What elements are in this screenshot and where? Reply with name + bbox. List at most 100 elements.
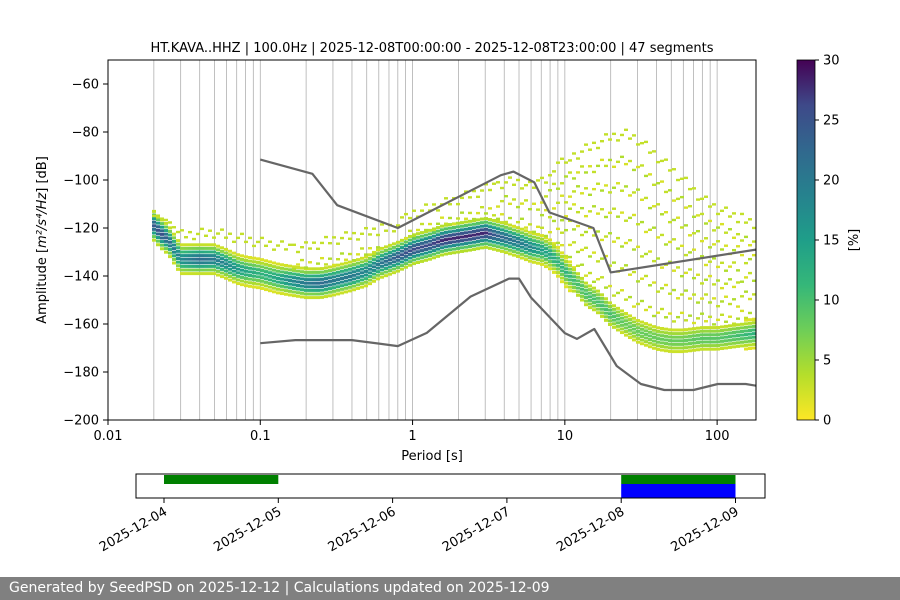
heatmap-cell bbox=[240, 232, 244, 236]
heatmap-cell bbox=[556, 271, 560, 275]
heatmap-cell bbox=[436, 226, 440, 230]
heatmap-cell bbox=[736, 281, 740, 284]
heatmap-cell bbox=[708, 219, 712, 223]
heatmap-cell bbox=[672, 332, 676, 336]
heatmap-cell bbox=[436, 247, 440, 251]
figure: HT.KAVA..HHZ | 100.0Hz | 2025-12-08T00:0… bbox=[35, 41, 862, 555]
y-tick-label: −60 bbox=[72, 78, 99, 93]
heatmap-cell bbox=[592, 286, 596, 290]
colorbar-tick-label: 0 bbox=[823, 414, 831, 429]
heatmap-cell bbox=[448, 237, 452, 241]
heatmap-cell bbox=[740, 295, 744, 298]
heatmap-cell bbox=[304, 270, 308, 274]
timeline-blue-segment bbox=[621, 484, 736, 498]
footer-text: Generated by SeedPSD on 2025-12-12 | Cal… bbox=[9, 580, 550, 596]
heatmap-cell bbox=[648, 334, 652, 338]
heatmap-cell bbox=[204, 268, 208, 272]
heatmap-cell bbox=[692, 337, 696, 341]
heatmap-cell bbox=[564, 175, 568, 178]
heatmap-cell bbox=[248, 284, 252, 288]
heatmap-cell bbox=[584, 214, 588, 218]
heatmap-cell bbox=[476, 239, 480, 243]
heatmap-cell bbox=[568, 264, 572, 268]
heatmap-cell bbox=[740, 337, 744, 341]
heatmap-cell bbox=[420, 238, 424, 242]
heatmap-cell bbox=[752, 321, 756, 325]
heatmap-cell bbox=[300, 270, 304, 274]
heatmap-cell bbox=[340, 266, 344, 270]
heatmap-cell bbox=[268, 278, 272, 282]
heatmap-cell bbox=[748, 311, 752, 315]
heatmap-cell bbox=[588, 291, 592, 295]
heatmap-cell bbox=[264, 270, 268, 274]
heatmap-cell bbox=[704, 195, 708, 198]
heatmap-cell bbox=[376, 252, 380, 256]
heatmap-cell bbox=[580, 263, 584, 266]
heatmap-cell bbox=[612, 261, 616, 264]
heatmap-cell bbox=[732, 285, 736, 289]
heatmap-cell bbox=[236, 264, 240, 268]
heatmap-cell bbox=[412, 251, 416, 255]
heatmap-cell bbox=[388, 265, 392, 269]
heatmap-cell bbox=[732, 341, 736, 345]
heatmap-cell bbox=[260, 268, 264, 272]
heatmap-cell bbox=[720, 286, 724, 290]
heatmap-cell bbox=[288, 275, 292, 279]
heatmap-cell bbox=[272, 279, 276, 283]
heatmap-cell bbox=[460, 231, 464, 235]
heatmap-cell bbox=[504, 243, 508, 247]
heatmap-cell bbox=[360, 274, 364, 278]
heatmap-cell bbox=[628, 314, 632, 318]
heatmap-cell bbox=[656, 333, 660, 337]
heatmap-cell bbox=[180, 272, 184, 276]
heatmap-cell bbox=[328, 272, 332, 276]
heatmap-cell bbox=[400, 253, 404, 257]
heatmap-cell bbox=[236, 260, 240, 264]
heatmap-cell bbox=[608, 319, 612, 323]
heatmap-cell bbox=[500, 221, 504, 225]
heatmap-cell bbox=[412, 254, 416, 258]
heatmap-cell bbox=[532, 260, 536, 264]
heatmap-cell bbox=[548, 189, 552, 192]
heatmap-cell bbox=[712, 243, 716, 246]
heatmap-cell bbox=[460, 221, 464, 225]
heatmap-cell bbox=[544, 261, 548, 265]
heatmap-cell bbox=[436, 240, 440, 244]
heatmap-cell bbox=[580, 294, 584, 298]
heatmap-cell bbox=[676, 332, 680, 336]
heatmap-cell bbox=[252, 281, 256, 285]
heatmap-cell bbox=[740, 212, 744, 216]
heatmap-cell bbox=[712, 257, 716, 260]
heatmap-cell bbox=[400, 249, 404, 253]
heatmap-cell bbox=[388, 261, 392, 265]
heatmap-cell bbox=[632, 316, 636, 320]
heatmap-cell bbox=[520, 234, 524, 238]
heatmap-cell bbox=[728, 345, 732, 349]
heatmap-cell bbox=[560, 265, 564, 269]
heatmap-cell bbox=[616, 310, 620, 314]
heatmap-cell bbox=[328, 269, 332, 273]
heatmap-cell bbox=[672, 218, 676, 222]
heatmap-cell bbox=[524, 232, 528, 236]
heatmap-cell bbox=[672, 342, 676, 346]
heatmap-cell bbox=[732, 236, 736, 239]
heatmap-cell bbox=[308, 281, 312, 285]
heatmap-cell bbox=[568, 285, 572, 289]
noise-model-lines bbox=[260, 158, 756, 392]
heatmap-cell bbox=[648, 284, 652, 287]
heatmap-cell bbox=[352, 281, 356, 285]
heatmap-cell bbox=[308, 288, 312, 292]
heatmap-cell bbox=[508, 230, 512, 234]
heatmap-cell bbox=[412, 262, 416, 266]
heatmap-cell bbox=[648, 228, 652, 232]
heatmap-cell bbox=[488, 232, 492, 236]
heatmap-cell bbox=[392, 242, 396, 246]
heatmap-cell bbox=[712, 229, 716, 232]
heatmap-cell bbox=[436, 254, 440, 258]
y-tick-label: −80 bbox=[72, 126, 99, 141]
heatmap-cell bbox=[524, 226, 528, 229]
heatmap-cell bbox=[720, 313, 724, 316]
heatmap-cell bbox=[312, 274, 316, 278]
heatmap-cell bbox=[272, 248, 276, 251]
heatmap-cell bbox=[552, 252, 556, 256]
